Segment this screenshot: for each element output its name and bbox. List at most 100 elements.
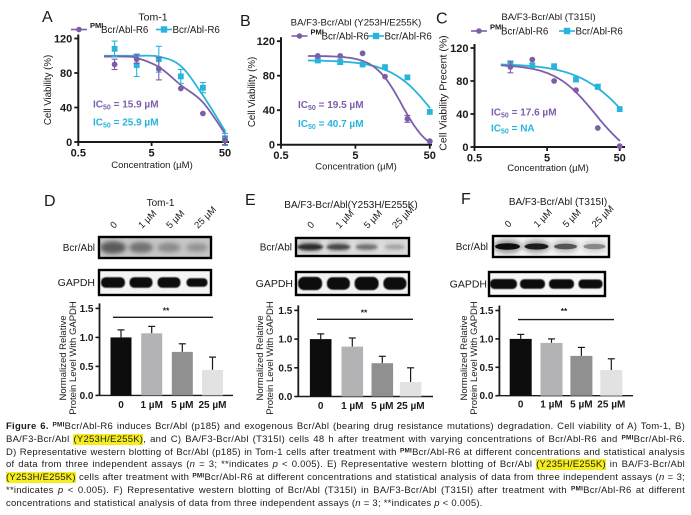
svg-text:1.5: 1.5	[80, 304, 94, 315]
svg-text:0.0: 0.0	[278, 392, 292, 403]
svg-text:25 µM: 25 µM	[397, 401, 425, 412]
svg-text:F: F	[461, 191, 471, 208]
svg-text:BA/F3-Bcr/Abl (Y253H/E255K): BA/F3-Bcr/Abl (Y253H/E255K)	[291, 18, 422, 29]
svg-text:0: 0	[518, 400, 524, 411]
svg-text:80: 80	[263, 71, 275, 83]
svg-text:Bcr/Abl-R6: Bcr/Abl-R6	[173, 25, 221, 36]
svg-text:GAPDH: GAPDH	[58, 277, 95, 289]
svg-text:Bcr/Abl: Bcr/Abl	[456, 242, 488, 253]
svg-text:120: 120	[257, 36, 275, 48]
svg-text:120: 120	[450, 43, 468, 55]
svg-text:Bcr/Abl-R6: Bcr/Abl-R6	[501, 27, 549, 38]
svg-text:Bcr/Abl: Bcr/Abl	[63, 243, 95, 254]
svg-text:IC50 = 25.9 µM: IC50 = 25.9 µM	[93, 118, 159, 130]
svg-text:C: C	[436, 11, 448, 28]
svg-text:PMI: PMI	[311, 28, 324, 37]
svg-text:25 µM: 25 µM	[597, 400, 625, 411]
svg-text:80: 80	[60, 68, 72, 80]
svg-text:5 µM: 5 µM	[171, 400, 193, 411]
svg-text:0: 0	[318, 401, 324, 412]
svg-text:0.5: 0.5	[273, 150, 288, 162]
svg-text:5 µM: 5 µM	[362, 208, 385, 231]
svg-text:1 µM: 1 µM	[341, 401, 363, 412]
svg-text:0.5: 0.5	[278, 363, 292, 374]
svg-text:40: 40	[60, 102, 72, 114]
svg-text:**: **	[361, 308, 368, 318]
svg-text:Protein Level With GAPDH: Protein Level With GAPDH	[469, 301, 480, 415]
svg-text:0: 0	[305, 220, 317, 232]
svg-text:1 µM: 1 µM	[532, 207, 555, 230]
svg-text:Tom-1: Tom-1	[147, 198, 175, 209]
svg-text:0: 0	[269, 140, 275, 152]
svg-text:25 µM: 25 µM	[199, 400, 227, 411]
svg-text:Cell Viability (%): Cell Viability (%)	[247, 57, 258, 127]
svg-text:IC50 = 19.5 µM: IC50 = 19.5 µM	[298, 100, 364, 112]
svg-text:Bcr/Abl-R6: Bcr/Abl-R6	[385, 32, 433, 43]
svg-text:Concentration (µM): Concentration (µM)	[507, 163, 589, 174]
svg-text:1.5: 1.5	[479, 306, 493, 317]
svg-text:GAPDH: GAPDH	[450, 279, 487, 291]
svg-text:IC50 = NA: IC50 = NA	[491, 124, 535, 136]
svg-text:5 µM: 5 µM	[561, 207, 584, 230]
svg-text:0: 0	[503, 219, 515, 231]
svg-text:1.5: 1.5	[278, 306, 292, 317]
svg-text:80: 80	[456, 76, 468, 88]
svg-text:1 µM: 1 µM	[334, 208, 357, 231]
svg-text:Normalized Relative: Normalized Relative	[255, 315, 266, 400]
svg-text:GAPDH: GAPDH	[256, 278, 293, 290]
svg-text:Bcr/Abl-R6: Bcr/Abl-R6	[101, 25, 149, 36]
svg-text:40: 40	[456, 109, 468, 121]
svg-text:IC50 = 40.7 µM: IC50 = 40.7 µM	[298, 119, 364, 131]
svg-text:5 µM: 5 µM	[164, 208, 187, 231]
svg-text:0.5: 0.5	[80, 362, 94, 373]
svg-text:Normalized Relative: Normalized Relative	[459, 315, 470, 400]
svg-text:1 µM: 1 µM	[540, 400, 562, 411]
svg-text:1 µM: 1 µM	[140, 400, 162, 411]
svg-text:0: 0	[108, 220, 120, 232]
svg-text:Bcr/Abl-R6: Bcr/Abl-R6	[322, 32, 370, 43]
svg-text:PMI: PMI	[490, 23, 503, 32]
svg-text:IC50 = 17.6 µM: IC50 = 17.6 µM	[491, 108, 557, 120]
svg-text:25 µM: 25 µM	[192, 204, 219, 231]
svg-text:Protein Level With GAPDH: Protein Level With GAPDH	[265, 301, 276, 415]
svg-text:**: **	[561, 306, 568, 316]
svg-text:0.5: 0.5	[467, 153, 482, 165]
svg-text:Normalized Relative: Normalized Relative	[58, 315, 69, 400]
svg-text:40: 40	[263, 105, 275, 117]
svg-text:Bcr/Abl-R6: Bcr/Abl-R6	[576, 27, 624, 38]
svg-text:0.5: 0.5	[71, 148, 86, 160]
svg-text:5: 5	[352, 150, 358, 162]
svg-text:Concentration (µM): Concentration (µM)	[111, 160, 193, 171]
svg-text:1.0: 1.0	[80, 333, 94, 344]
svg-text:Concentration (µM): Concentration (µM)	[315, 162, 397, 173]
svg-text:120: 120	[54, 33, 72, 45]
svg-text:0: 0	[118, 400, 124, 411]
svg-text:Bcr/Abl: Bcr/Abl	[260, 243, 292, 254]
svg-text:Tom-1: Tom-1	[138, 12, 167, 24]
svg-text:E: E	[245, 192, 256, 209]
svg-text:PMI: PMI	[90, 21, 103, 30]
svg-text:0.0: 0.0	[80, 391, 94, 402]
svg-text:Cell Viability (%): Cell Viability (%)	[43, 55, 54, 125]
svg-text:A: A	[42, 9, 53, 26]
svg-text:1 µM: 1 µM	[136, 208, 159, 231]
svg-text:D: D	[44, 193, 56, 210]
svg-text:BA/F3-Bcr/Abl (T315I): BA/F3-Bcr/Abl (T315I)	[501, 12, 595, 23]
svg-text:0.0: 0.0	[479, 391, 493, 402]
svg-text:0.5: 0.5	[479, 363, 493, 374]
svg-text:B: B	[240, 13, 251, 30]
svg-text:50: 50	[614, 153, 626, 165]
svg-text:5 µM: 5 µM	[570, 400, 592, 411]
svg-text:IC50 = 15.9 µM: IC50 = 15.9 µM	[93, 100, 159, 112]
svg-text:BA/F3-Bcr/Abl (T315I): BA/F3-Bcr/Abl (T315I)	[509, 197, 607, 208]
svg-text:50: 50	[219, 148, 231, 160]
svg-text:Cell Viability Precent (%): Cell Viability Precent (%)	[438, 35, 450, 150]
svg-text:1.0: 1.0	[278, 335, 292, 346]
svg-text:Protein Level With GAPDH: Protein Level With GAPDH	[68, 301, 79, 415]
svg-text:0: 0	[462, 142, 468, 154]
svg-text:50: 50	[424, 150, 436, 162]
svg-text:5 µM: 5 µM	[371, 401, 393, 412]
svg-text:BA/F3-Bcr/Abl(Y253H/E255K): BA/F3-Bcr/Abl(Y253H/E255K)	[284, 200, 417, 211]
svg-text:**: **	[163, 306, 170, 316]
svg-text:1.0: 1.0	[479, 334, 493, 345]
